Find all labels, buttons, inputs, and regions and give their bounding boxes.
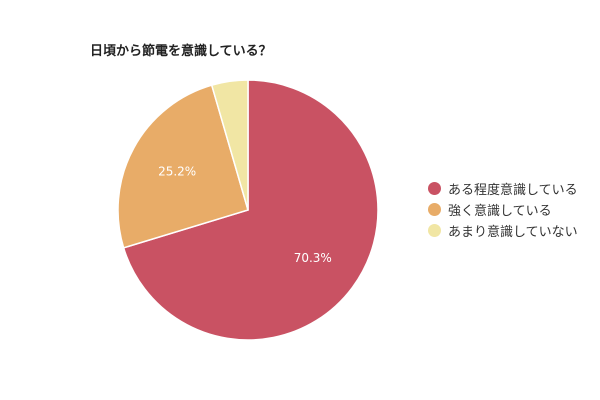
legend-swatch-3: [428, 224, 441, 237]
pie-slice-3: [210, 79, 249, 211]
data-label-2: 25.2%: [158, 165, 196, 179]
chart-title: 日頃から節電を意識している？: [90, 44, 272, 59]
legend-label-3: あまり意識していない: [448, 225, 578, 240]
pie-slice-2: [117, 84, 249, 249]
legend-item-1[interactable]: ある程度意識している: [428, 178, 578, 199]
legend-item-3[interactable]: あまり意識していない: [428, 220, 578, 241]
legend-label-1: ある程度意識している: [448, 183, 578, 198]
legend: ある程度意識している 強く意識しているあまり意識していない: [428, 178, 578, 241]
legend-label-2: 強く意識している: [448, 204, 552, 219]
pie-slice-1: [122, 79, 379, 341]
legend-swatch-2: [428, 203, 441, 216]
legend-swatch-1: [428, 182, 441, 195]
data-label-1: 70.3%: [294, 251, 332, 265]
legend-item-2[interactable]: 強く意識している: [428, 199, 578, 220]
